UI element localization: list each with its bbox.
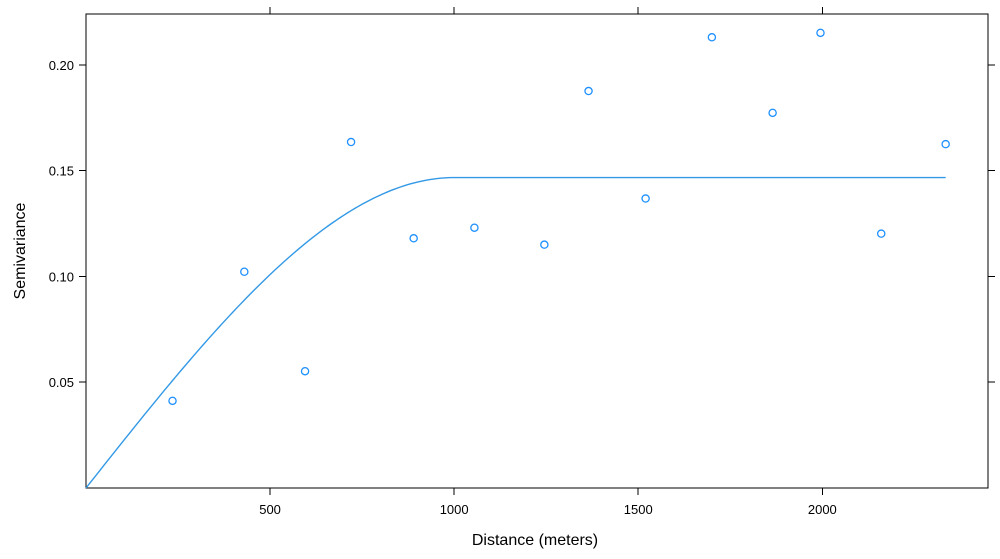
data-point (409, 234, 418, 243)
data-point (816, 28, 825, 38)
data-point (641, 194, 650, 203)
data-point (240, 267, 249, 276)
x-tick-label: 2000 (808, 502, 837, 517)
x-axis: 500 1000 1500 2000 (259, 7, 837, 517)
data-point (540, 240, 549, 249)
data-point (346, 137, 356, 147)
y-axis-label: Semivariance (12, 202, 29, 299)
data-point (470, 223, 479, 232)
x-tick-label: 1500 (624, 502, 653, 517)
y-tick-label: 0.10 (49, 269, 74, 284)
fitted-model (85, 176, 946, 489)
data-points (168, 28, 950, 406)
plot-border (85, 13, 989, 489)
y-tick-label: 0.15 (49, 164, 74, 179)
data-point (876, 229, 886, 238)
data-point (707, 33, 717, 42)
x-tick-label: 500 (259, 502, 281, 517)
plot-frame (85, 13, 989, 489)
y-tick-label: 0.05 (49, 375, 74, 390)
data-point (768, 108, 777, 118)
data-point (941, 139, 950, 149)
x-axis-label: Distance (meters) (472, 532, 598, 549)
y-tick-label: 0.20 (49, 58, 74, 73)
y-axis: 0.05 0.10 0.15 0.20 (49, 58, 995, 390)
data-point (168, 396, 177, 406)
data-point (300, 366, 310, 376)
data-point (584, 86, 593, 96)
fitted-line (85, 176, 946, 489)
x-tick-label: 1000 (440, 502, 469, 517)
